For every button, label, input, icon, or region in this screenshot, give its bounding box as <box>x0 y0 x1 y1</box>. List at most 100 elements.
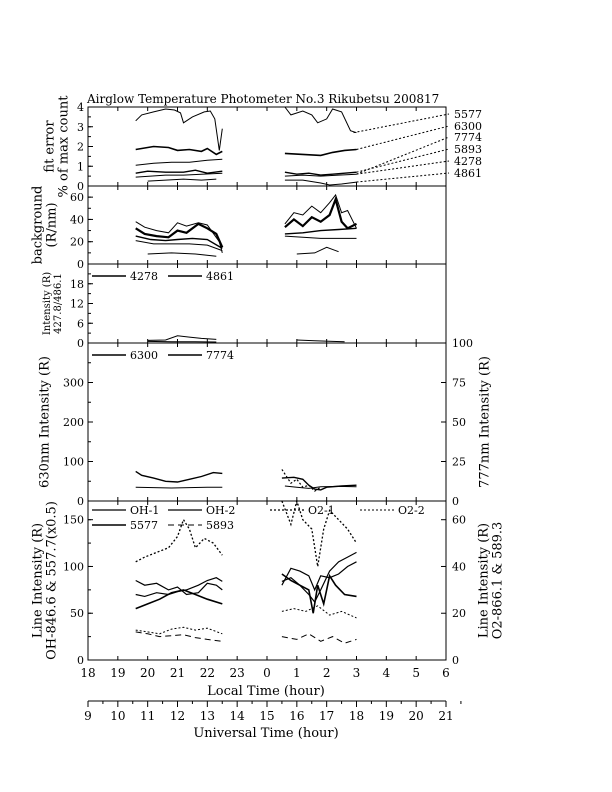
y-axis-label-intensity-blue-line: Intensity (R) <box>42 272 53 335</box>
series-intensity-red-extra-dotted <box>281 469 322 492</box>
y-axis-label-line-intensity-line: OH-846.6 & 557.7(x0.5) <box>45 501 60 660</box>
series-label-4278: 4278 <box>454 155 482 168</box>
y2-axis-label-line-intensity-line: Line Intensity (R) <box>477 523 492 638</box>
y-axis-label-background: background (R/nm) <box>31 186 60 265</box>
y-axis-label-fit-error-line: fit error <box>43 120 58 173</box>
series-fit-error-5577 <box>135 106 357 151</box>
series-line-intensity-5893 <box>135 631 357 644</box>
x-ut-tick-label: 11 <box>140 709 155 723</box>
y-tick-label-intensity-red: 300 <box>63 377 84 390</box>
y-axis-label-intensity-blue-line: 427.8/486.1 <box>53 273 64 334</box>
legend-label-OH-2: OH-2 <box>206 504 235 517</box>
x-axis-local-label: Local Time (hour) <box>207 684 325 699</box>
legend-label-O2-2: O2-2 <box>398 504 425 517</box>
series-intensity-blue-4278 <box>147 335 345 343</box>
x-ut-tick-label: 19 <box>379 709 394 723</box>
y-axis-label-intensity-red: 630nm Intensity (R) <box>38 356 53 488</box>
y-tick-label-intensity-blue: 12 <box>70 298 84 311</box>
y-tick-label-fit-error: 4 <box>77 101 84 114</box>
y2-tick-label-intensity-red: 100 <box>452 337 473 350</box>
series-intensity-red-7774 <box>135 485 357 489</box>
y-axis-label-line-intensity-line: Line Intensity (R) <box>31 523 46 638</box>
series-background-bg-main <box>135 195 357 248</box>
x-local-tick-label: 2 <box>323 666 331 680</box>
y2-tick-label-intensity-red: 0 <box>452 495 459 508</box>
x-ut-tick-label: 21 <box>438 709 453 723</box>
y-tick-label-background: 60 <box>70 191 84 204</box>
series-label-5577: 5577 <box>454 108 482 121</box>
y-tick-label-fit-error: 0 <box>77 180 84 193</box>
leader-line <box>356 136 450 175</box>
chart-title: Airglow Temperature Photometer No.3 Riku… <box>86 92 439 106</box>
x-ut-tick-label: 10 <box>110 709 125 723</box>
leader-line <box>353 113 450 134</box>
y-tick-label-line-intensity: 50 <box>70 607 84 620</box>
series-background-bg-top <box>135 193 357 254</box>
legend-label-5577: 5577 <box>130 519 158 532</box>
series-background-bg-mid <box>135 227 357 250</box>
y-tick-label-background: 20 <box>70 236 84 249</box>
leader-line <box>356 148 450 173</box>
series-fit-error-7774 <box>135 158 223 166</box>
panel-frame-fit-error <box>87 106 447 187</box>
series-fit-error-6300 <box>135 145 357 157</box>
x-local-tick-label: 1 <box>293 666 301 680</box>
x-local-tick-label: 4 <box>383 666 391 680</box>
panel-frame-intensity-red <box>87 342 447 502</box>
y-tick-label-intensity-red: 100 <box>63 456 84 469</box>
y2-axis-label-line-intensity-line: O2-866.1 & 589.3 <box>491 522 506 640</box>
y-tick-label-intensity-blue: 0 <box>77 337 84 350</box>
series-line-intensity-O2-2 <box>135 605 357 635</box>
series-background-bg-low <box>135 235 357 252</box>
legend-label-OH-1: OH-1 <box>130 504 159 517</box>
series-fit-error-4278 <box>135 172 357 178</box>
x-ut-tick-label: 18 <box>349 709 364 723</box>
series-label-5893: 5893 <box>454 143 482 156</box>
series-label-6300: 6300 <box>454 120 482 133</box>
y2-axis-label-intensity-red: 777nm Intensity (R) <box>478 356 493 488</box>
series-line-intensity-O2-1 <box>135 498 358 567</box>
x-local-tick-label: 23 <box>230 666 245 680</box>
y2-tick-label-line-intensity: 60 <box>452 514 466 527</box>
y-tick-label-intensity-blue: 18 <box>70 278 84 291</box>
x-local-tick-label: 5 <box>412 666 420 680</box>
y-tick-label-line-intensity: 150 <box>63 514 84 527</box>
y-axis-label-fit-error-line: % of max count <box>57 95 72 198</box>
y-axis-label-background-line: background <box>31 186 46 265</box>
leader-line <box>356 172 450 183</box>
y-tick-label-fit-error: 2 <box>77 141 84 154</box>
x-axis-ut-label: Universal Time (hour) <box>193 726 338 741</box>
x-local-tick-label: 18 <box>80 666 95 680</box>
legend-label-4861: 4861 <box>206 270 234 283</box>
x-ut-tick-label: 14 <box>230 709 246 723</box>
series-label-4861: 4861 <box>454 167 482 180</box>
y-tick-label-line-intensity: 0 <box>77 654 84 667</box>
y-tick-label-intensity-red: 200 <box>63 416 84 429</box>
x-local-tick-label: 0 <box>263 666 271 680</box>
legend-label-5893: 5893 <box>206 519 234 532</box>
x-local-tick-label: 6 <box>442 666 450 680</box>
series-background-bg-min <box>147 246 339 257</box>
y2-tick-label-line-intensity: 0 <box>452 654 459 667</box>
x-ut-tick-label: 9 <box>84 709 92 723</box>
x-local-tick-label: 19 <box>110 666 125 680</box>
x-ut-tick-label: 17 <box>319 709 334 723</box>
y-axis-label-intensity-red-line: 630nm Intensity (R) <box>38 356 53 488</box>
y-axis-label-background-line: (R/nm) <box>45 202 60 247</box>
x-ut-tick-label: 13 <box>200 709 215 723</box>
y-tick-label-line-intensity: 100 <box>63 560 84 573</box>
series-fit-error-5893 <box>135 169 357 176</box>
series-label-7774: 7774 <box>454 131 482 144</box>
x-local-tick-label: 22 <box>200 666 215 680</box>
legend-label-O2-1: O2-1 <box>308 504 335 517</box>
y-tick-label-background: 0 <box>77 258 84 271</box>
series-intensity-blue-4861 <box>147 340 217 343</box>
y-axis-label-line-intensity: Line Intensity (R) OH-846.6 & 557.7(x0.5) <box>31 501 60 660</box>
y-axis-label-intensity-blue: Intensity (R) 427.8/486.1 <box>42 272 64 335</box>
y-tick-label-background: 40 <box>70 213 84 226</box>
x-ut-tick-label: 20 <box>409 709 424 723</box>
y2-tick-label-line-intensity: 40 <box>452 560 466 573</box>
x-ut-tick-label: 16 <box>289 709 304 723</box>
y2-tick-label-intensity-red: 50 <box>452 416 466 429</box>
